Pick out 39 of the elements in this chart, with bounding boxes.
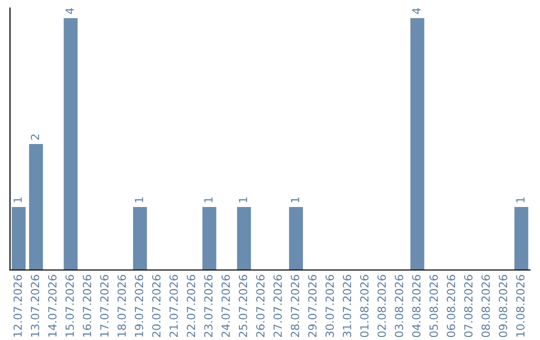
data-label: 1	[204, 197, 212, 202]
x-tick-label: 06.08.2026	[446, 274, 456, 338]
x-tick-label: 23.07.2026	[204, 274, 213, 337]
x-tick-label: 29.07.2026	[308, 274, 317, 337]
x-tick-label: 12.07.2026	[13, 274, 22, 337]
data-label: 4	[412, 8, 420, 14]
x-tick-label: 25.07.2026	[238, 274, 248, 337]
x-tick-label: 27.07.2026	[273, 274, 282, 337]
x-tick-label: 28.07.2026	[290, 274, 300, 337]
data-label: 2	[30, 134, 40, 140]
x-tick-label: 13.07.2026	[30, 274, 40, 337]
data-label: 1	[14, 197, 22, 202]
x-tick-label: 31.07.2026	[342, 274, 352, 337]
x-tick-label: 05.08.2026	[429, 274, 438, 338]
x-tick-label: 02.08.2026	[377, 274, 386, 338]
data-label: 1	[290, 197, 300, 202]
x-tick-label: 07.08.2026	[464, 274, 473, 338]
x-tick-label: 22.07.2026	[186, 274, 196, 337]
x-tick-label: 20.07.2026	[152, 274, 161, 337]
x-tick-label: 21.07.2026	[169, 274, 178, 337]
x-tick-label: 10.08.2026	[516, 274, 525, 337]
x-tick-label: 30.07.2026	[325, 274, 334, 337]
x-tick-label: 16.07.2026	[82, 274, 92, 337]
x-tick-label: 17.07.2026	[100, 274, 109, 337]
data-label: 1	[238, 197, 248, 202]
data-label: 1	[134, 197, 144, 202]
x-tick-label: 09.08.2026	[498, 274, 508, 338]
data-label: 4	[66, 8, 74, 14]
data-label: 1	[516, 197, 524, 202]
x-tick-label: 15.07.2026	[65, 274, 74, 337]
x-tick-label: 01.08.2026	[360, 274, 369, 338]
x-tick-label: 04.08.2026	[412, 274, 421, 338]
x-tick-label: 18.07.2026	[117, 274, 126, 337]
x-tick-label: 14.07.2026	[48, 274, 57, 337]
x-tick-label: 26.07.2026	[256, 274, 265, 337]
x-tick-label: 24.07.2026	[221, 274, 230, 337]
x-tick-label: 03.08.2026	[394, 274, 404, 338]
x-tick-label: 08.08.2026	[481, 274, 490, 338]
x-tick-label: 19.07.2026	[134, 274, 144, 337]
